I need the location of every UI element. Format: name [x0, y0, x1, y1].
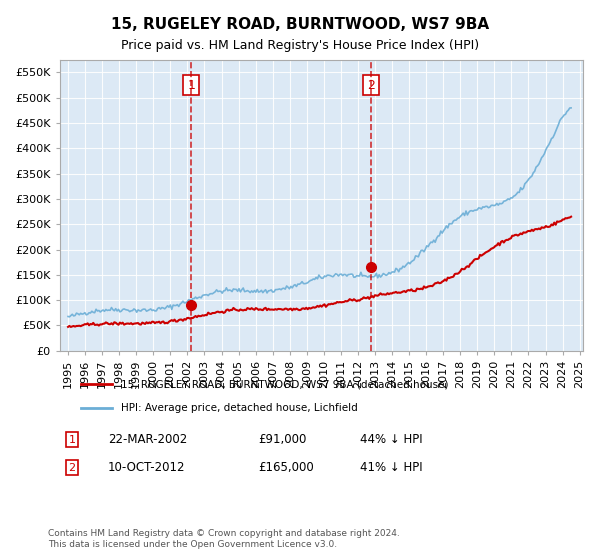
Text: 10-OCT-2012: 10-OCT-2012: [108, 461, 185, 474]
Text: £91,000: £91,000: [258, 433, 307, 446]
Text: Contains HM Land Registry data © Crown copyright and database right 2024.
This d: Contains HM Land Registry data © Crown c…: [48, 529, 400, 549]
Text: 15, RUGELEY ROAD, BURNTWOOD, WS7 9BA: 15, RUGELEY ROAD, BURNTWOOD, WS7 9BA: [111, 17, 489, 32]
Text: 2: 2: [68, 463, 76, 473]
Text: £165,000: £165,000: [258, 461, 314, 474]
Text: 15, RUGELEY ROAD, BURNTWOOD, WS7 9BA (detached house): 15, RUGELEY ROAD, BURNTWOOD, WS7 9BA (de…: [121, 380, 448, 390]
Text: Price paid vs. HM Land Registry's House Price Index (HPI): Price paid vs. HM Land Registry's House …: [121, 39, 479, 52]
Text: 1: 1: [187, 78, 195, 92]
Text: 44% ↓ HPI: 44% ↓ HPI: [360, 433, 422, 446]
Text: 22-MAR-2002: 22-MAR-2002: [108, 433, 187, 446]
Text: 1: 1: [68, 435, 76, 445]
Text: 41% ↓ HPI: 41% ↓ HPI: [360, 461, 422, 474]
Text: 2: 2: [367, 78, 375, 92]
Text: HPI: Average price, detached house, Lichfield: HPI: Average price, detached house, Lich…: [121, 403, 358, 413]
